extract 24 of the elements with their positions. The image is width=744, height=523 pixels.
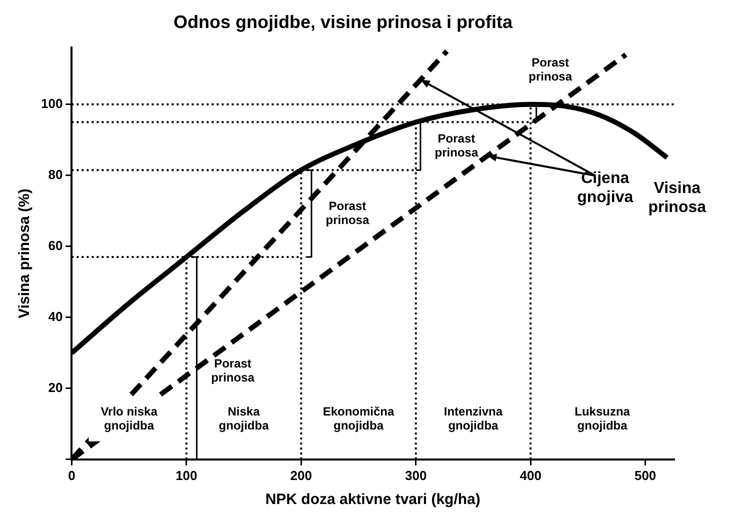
y-axis-title: Visina prinosa (%) — [16, 188, 34, 318]
x-tick-label: 200 — [290, 468, 312, 483]
y-tick-label: 100 — [40, 96, 63, 111]
annotation: Porast prinosa — [528, 56, 572, 84]
annotation: Porast prinosa — [326, 198, 370, 227]
x-tick-label: 500 — [634, 468, 656, 483]
x-tick-label: 400 — [520, 468, 542, 483]
y-tick-label: 60 — [48, 238, 63, 253]
x-axis-title: NPK doza aktivne tvari (kg/ha) — [265, 491, 480, 508]
annotation: Niska gnojidba — [218, 404, 270, 433]
series-label: Visina prinosa — [648, 180, 706, 216]
annotation: Porast prinosa — [434, 131, 478, 160]
annotation: Ekonomična gnojidba — [322, 404, 394, 433]
x-tick-label: 300 — [405, 468, 427, 483]
annotation: Luksuzna gnojidba — [574, 404, 630, 433]
y-tick-label: 40 — [48, 308, 63, 324]
chart-title: Odnos gnojidbe, visine prinosa i profita — [173, 12, 514, 32]
x-tick-label: 100 — [176, 468, 198, 483]
x-tick-label: 0 — [68, 468, 76, 483]
y-tick-label: 80 — [48, 166, 63, 182]
annotation: Vrlo niska gnojidba — [100, 404, 158, 433]
annotation: Porast prinosa — [211, 356, 255, 385]
y-tick-label: 20 — [48, 380, 63, 395]
annotation: Intenzivna gnojidba — [444, 404, 503, 433]
